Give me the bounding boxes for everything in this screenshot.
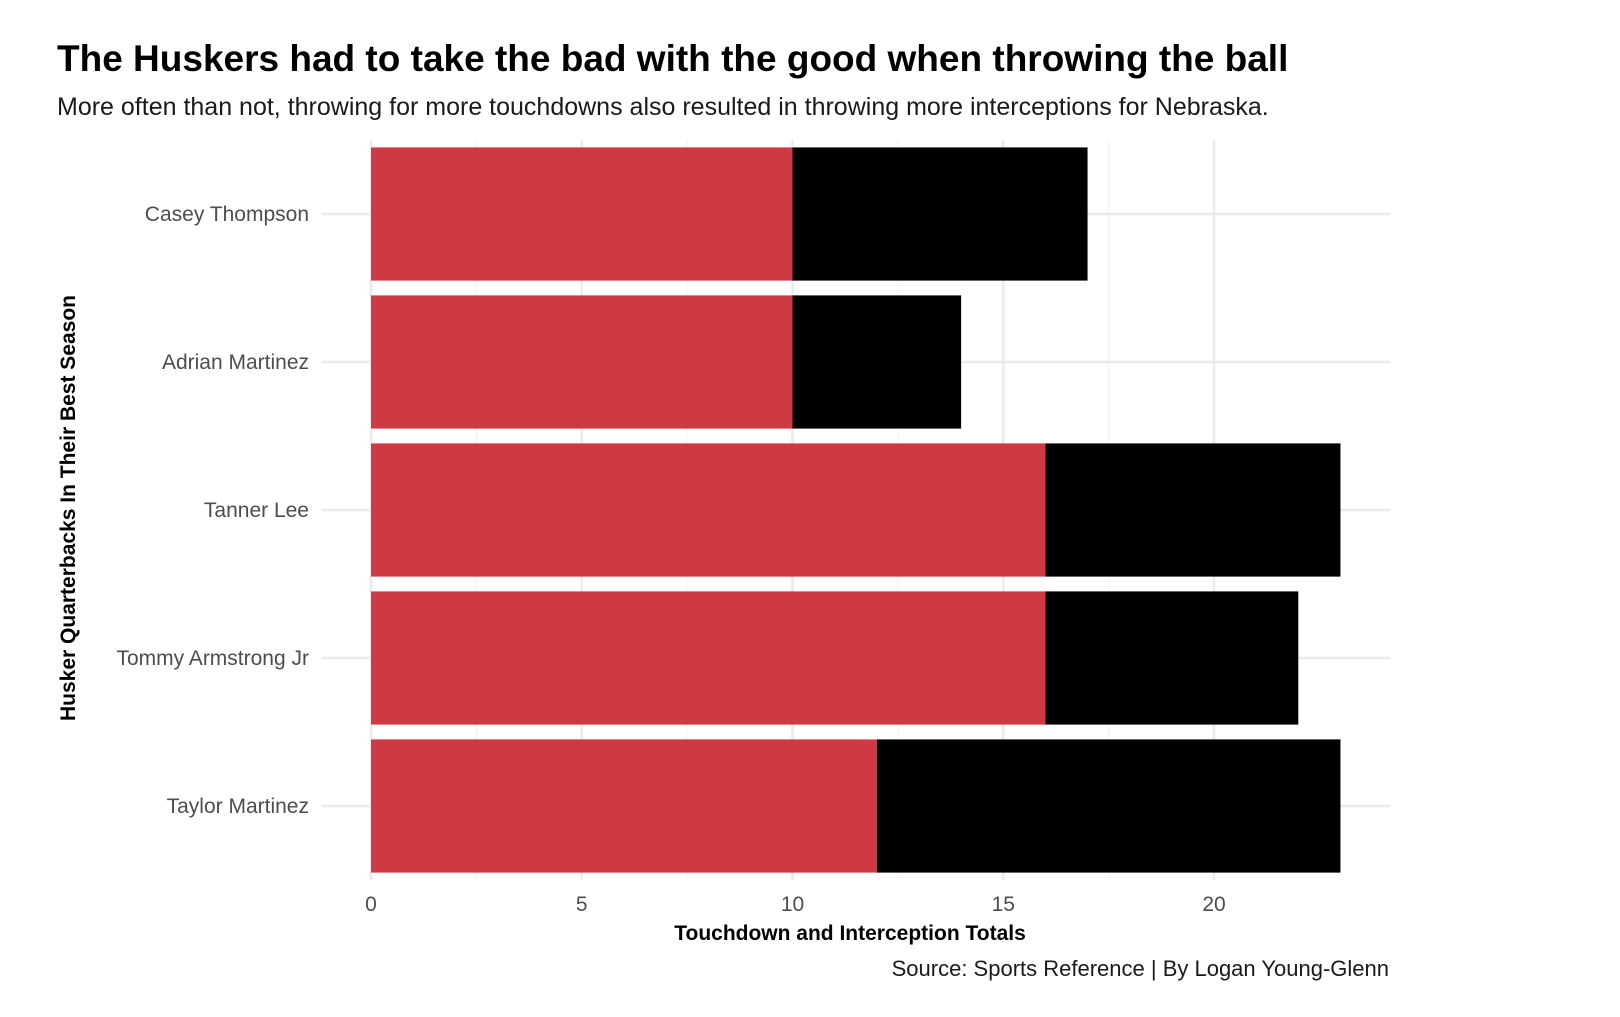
bar-segment-0-3 [371, 591, 1046, 725]
chart-subtitle: More often than not, throwing for more t… [57, 93, 1269, 121]
y-tick-label: Taylor Martinez [167, 795, 309, 818]
bars-group [371, 147, 1341, 873]
x-axis-ticks: 0 5 10 15 20 [365, 893, 1226, 916]
bar-segment-0-1 [371, 295, 793, 429]
bar-segment-0-4 [371, 739, 877, 873]
x-tick-label: 5 [576, 893, 588, 916]
y-tick-label: Tanner Lee [204, 499, 309, 522]
x-tick-label: 15 [992, 893, 1015, 916]
x-tick-label: 20 [1202, 893, 1225, 916]
bar-segment-1-2 [1045, 443, 1341, 577]
chart-title: The Huskers had to take the bad with the… [57, 38, 1289, 79]
bar-segment-0-0 [371, 147, 793, 281]
y-axis-ticks: Casey Thompson Adrian Martinez Tanner Lee T… [116, 203, 309, 818]
bar-segment-1-3 [1045, 591, 1299, 725]
y-tick-label: Tommy Armstrong Jr [116, 647, 309, 670]
y-axis-title: Husker Quarterbacks In Their Best Season [57, 295, 80, 721]
bar-segment-0-2 [371, 443, 1046, 577]
x-axis-title: Touchdown and Interception Totals [674, 922, 1026, 945]
bar-segment-1-0 [792, 147, 1088, 281]
chart-caption: Source: Sports Reference | By Logan Youn… [891, 956, 1389, 981]
y-tick-label: Casey Thompson [145, 203, 309, 226]
y-tick-label: Adrian Martinez [162, 351, 309, 374]
bar-segment-1-4 [876, 739, 1341, 873]
bar-segment-1-1 [792, 295, 962, 429]
x-tick-label: 10 [781, 893, 804, 916]
x-tick-label: 0 [365, 893, 377, 916]
